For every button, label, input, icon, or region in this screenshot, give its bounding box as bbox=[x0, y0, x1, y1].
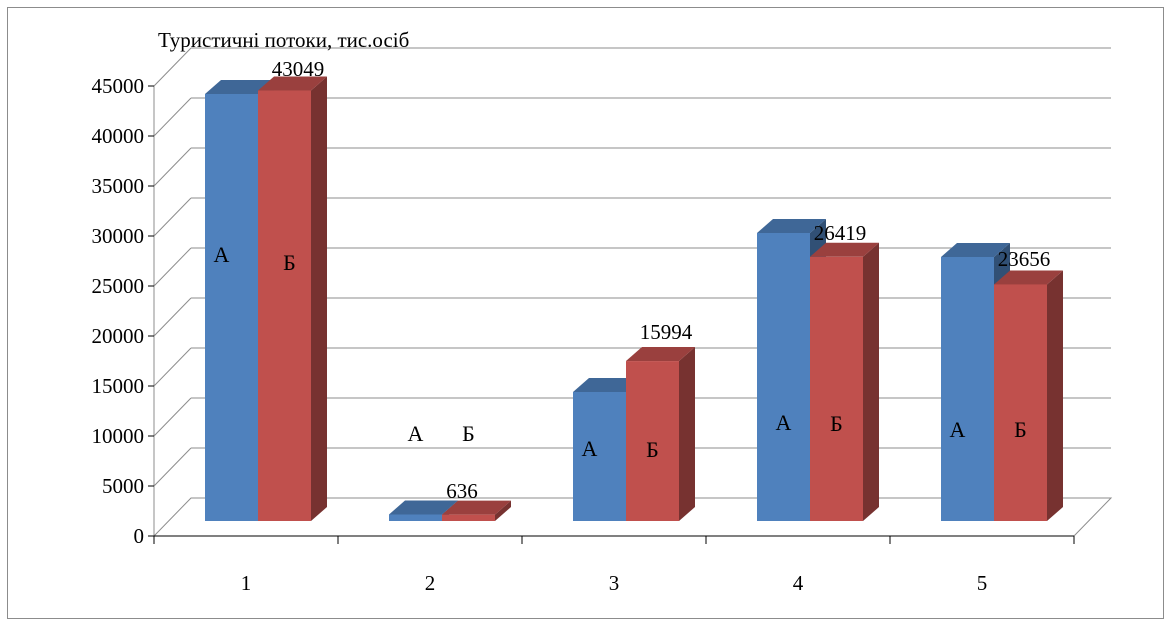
bar-front-face bbox=[389, 514, 442, 521]
bar-2-b bbox=[442, 500, 511, 521]
bar-letter-a: А bbox=[408, 421, 424, 446]
value-label: 15994 bbox=[640, 320, 693, 344]
bar-top-face bbox=[258, 76, 327, 91]
bars bbox=[205, 76, 1063, 521]
grid-diagonal bbox=[153, 447, 192, 487]
grid-diagonal bbox=[153, 147, 192, 187]
y-tick-label: 15000 bbox=[92, 374, 145, 398]
y-tick-label: 35000 bbox=[92, 174, 145, 198]
chart-title: Туристичні потоки, тис.осіб bbox=[158, 28, 409, 52]
bar-top-face bbox=[205, 80, 274, 94]
bar-letter-b: Б bbox=[283, 250, 296, 275]
y-tick-label: 0 bbox=[134, 524, 145, 548]
grid-diagonal bbox=[153, 347, 192, 387]
bar-front-face bbox=[442, 514, 495, 521]
bar-letter-b: Б bbox=[830, 411, 843, 436]
labels: А Б А Б А Б А Б А Б 43049 636 15994 26419 23656 bbox=[214, 57, 1051, 503]
bar-4-b bbox=[810, 242, 879, 521]
bar-letter-a: А bbox=[582, 436, 598, 461]
y-tick-label: 25000 bbox=[92, 274, 145, 298]
bar-letter-b: Б bbox=[462, 421, 475, 446]
y-tick-label: 10000 bbox=[92, 424, 145, 448]
bar-top-face bbox=[941, 243, 1010, 257]
value-label: 636 bbox=[446, 479, 478, 503]
bar-letter-a: А bbox=[214, 242, 230, 267]
bar-side-face bbox=[495, 500, 511, 521]
bar-top-face bbox=[573, 378, 642, 392]
bar-front-face bbox=[626, 361, 679, 521]
grid-diagonal bbox=[153, 197, 192, 237]
bar-3-b bbox=[626, 347, 695, 521]
bar-5-b bbox=[994, 270, 1063, 521]
bar-side-face bbox=[1047, 270, 1063, 521]
bar-top-face bbox=[810, 242, 879, 257]
bar-letter-b: Б bbox=[646, 437, 659, 462]
bar-letter-a: А bbox=[950, 417, 966, 442]
bar-top-face bbox=[442, 500, 511, 515]
bar-side-face bbox=[863, 242, 879, 521]
y-tick-label: 20000 bbox=[92, 324, 145, 348]
y-tick-label: 40000 bbox=[92, 124, 145, 148]
value-label: 43049 bbox=[272, 57, 325, 81]
bar-top-face bbox=[389, 500, 458, 515]
y-tick-label: 45000 bbox=[92, 74, 145, 98]
x-tick-label: 3 bbox=[609, 571, 620, 595]
bar-side-face bbox=[311, 76, 327, 521]
value-label: 26419 bbox=[814, 221, 867, 245]
bar-side-face bbox=[679, 347, 695, 521]
bar-front-face bbox=[573, 392, 626, 521]
value-label: 23656 bbox=[998, 247, 1051, 271]
y-tick-label: 30000 bbox=[92, 224, 145, 248]
y-tick-label: 5000 bbox=[102, 474, 144, 498]
bar-letter-a: А bbox=[776, 410, 792, 435]
bar-top-face bbox=[994, 270, 1063, 285]
x-tick-label: 5 bbox=[977, 571, 988, 595]
bar-letter-b: Б bbox=[1014, 417, 1027, 442]
grid-diagonal bbox=[153, 47, 192, 87]
bar-1-b bbox=[258, 76, 327, 521]
axes: 0 5000 10000 15000 20000 25000 30000 35000 40000… bbox=[92, 74, 1075, 595]
x-tick-label: 2 bbox=[425, 571, 436, 595]
grid-diagonal bbox=[153, 397, 192, 437]
bar-top-face bbox=[757, 219, 826, 233]
grid-diagonal bbox=[153, 97, 192, 137]
bar-front-face bbox=[994, 284, 1047, 521]
bar-front-face bbox=[941, 257, 994, 521]
bar-front-face bbox=[258, 90, 311, 521]
bar-front-face bbox=[757, 233, 810, 521]
bar-top-face bbox=[626, 347, 695, 362]
bar-front-face bbox=[810, 256, 863, 521]
bar-front-face bbox=[205, 94, 258, 521]
x-tick-label: 1 bbox=[241, 571, 252, 595]
grid-diagonal bbox=[153, 247, 192, 287]
x-tick-label: 4 bbox=[793, 571, 804, 595]
grid-diagonal bbox=[153, 297, 192, 337]
